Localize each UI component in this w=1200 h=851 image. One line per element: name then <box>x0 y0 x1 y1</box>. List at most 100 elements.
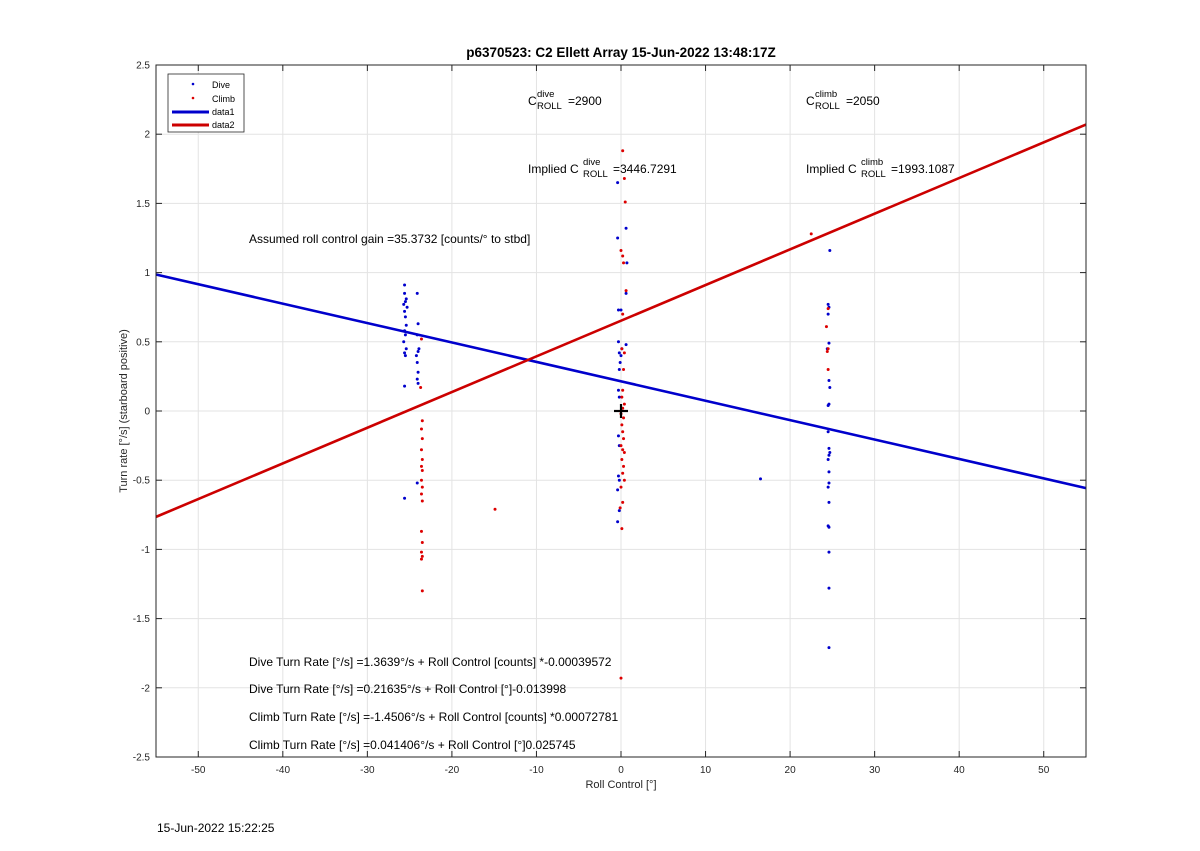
point-dive <box>826 312 830 316</box>
point-climb <box>619 444 623 448</box>
point-dive <box>827 646 831 650</box>
point-climb <box>623 200 627 204</box>
implied-climb-sub: ROLL <box>861 169 886 180</box>
point-dive <box>827 525 831 529</box>
point-climb <box>420 469 424 473</box>
point-climb <box>620 457 624 461</box>
point-climb <box>809 232 813 236</box>
point-climb <box>420 419 424 423</box>
y-tick-label: -1.5 <box>133 614 151 625</box>
point-dive <box>616 181 620 185</box>
point-climb <box>826 367 830 371</box>
point-climb <box>619 248 623 252</box>
fit-line-data2 <box>155 123 1087 519</box>
point-dive <box>402 340 406 344</box>
point-dive <box>827 470 831 474</box>
point-climb <box>419 337 423 341</box>
point-dive <box>827 341 831 345</box>
c-roll-dive-sup: dive <box>537 89 554 100</box>
x-tick-label: -20 <box>445 765 460 776</box>
y-axis-ticks: 2.5 2 1.5 1 0.5 0 -0.5 -1 -1.5 -2 -2.5 <box>133 61 1086 764</box>
implied-dive-sub: ROLL <box>583 169 608 180</box>
point-climb <box>619 485 623 489</box>
point-climb <box>621 448 625 452</box>
point-dive <box>415 333 419 337</box>
point-climb <box>620 347 624 351</box>
implied-climb-value: =1993.1087 <box>891 162 955 176</box>
c-roll-climb-value: =2050 <box>846 94 880 108</box>
point-dive <box>827 550 831 554</box>
point-dive <box>826 403 830 407</box>
point-dive <box>624 226 628 230</box>
c-roll-dive-sub: ROLL <box>537 101 562 112</box>
point-dive <box>404 297 408 301</box>
point-climb <box>621 149 625 153</box>
point-climb <box>618 506 622 510</box>
point-dive <box>616 488 620 492</box>
legend: Dive Climb data1 data2 <box>167 73 245 133</box>
implied-dive-prefix: Implied C <box>528 162 579 176</box>
x-tick-label: -30 <box>360 765 375 776</box>
point-climb <box>826 307 830 311</box>
point-dive <box>759 477 762 481</box>
implied-climb-sup: climb <box>861 157 883 168</box>
point-climb <box>825 349 829 353</box>
point-climb <box>622 437 626 441</box>
point-dive <box>403 329 407 333</box>
point-dive <box>624 343 628 347</box>
point-dive <box>616 236 620 240</box>
point-climb <box>420 554 424 558</box>
point-dive <box>827 379 831 383</box>
point-climb <box>826 347 830 351</box>
point-dive <box>827 453 831 457</box>
y-tick-label: 0 <box>144 407 150 418</box>
y-tick-label: 0.5 <box>136 337 150 348</box>
point-climb <box>420 540 424 544</box>
legend-dive-label: Dive <box>212 80 230 90</box>
point-dive <box>616 520 620 524</box>
point-dive <box>826 302 830 306</box>
x-tick-label: 30 <box>869 765 881 776</box>
point-climb <box>622 416 626 420</box>
point-dive <box>619 354 623 358</box>
point-climb <box>624 289 628 293</box>
point-climb <box>824 325 828 329</box>
point-climb <box>621 312 625 316</box>
point-dive <box>415 361 419 365</box>
annotation-c-roll-climb: C climb ROLL =2050 <box>806 89 880 112</box>
y-tick-label: -2.5 <box>133 753 151 764</box>
x-tick-label: 40 <box>954 765 966 776</box>
c-roll-climb-sub: ROLL <box>815 101 840 112</box>
point-climb <box>621 430 625 434</box>
point-dive <box>826 457 830 461</box>
c-roll-dive-prefix: C <box>528 94 537 108</box>
x-tick-label: -40 <box>276 765 291 776</box>
legend-climb-swatch <box>191 96 195 100</box>
roll-gain-annotation: Assumed roll control gain =35.3732 [coun… <box>249 232 530 246</box>
point-dive <box>403 333 407 337</box>
point-climb <box>622 451 626 455</box>
point-dive <box>403 351 407 355</box>
point-dive <box>414 354 418 358</box>
point-dive <box>416 381 420 385</box>
point-climb <box>419 492 423 496</box>
legend-dive-swatch <box>191 82 195 86</box>
point-climb <box>621 254 625 258</box>
point-dive <box>616 340 620 344</box>
point-dive <box>616 434 620 438</box>
point-climb <box>622 464 626 468</box>
y-tick-label: -0.5 <box>133 476 151 487</box>
x-tick-label: -10 <box>529 765 544 776</box>
x-tick-label: -50 <box>191 765 206 776</box>
point-climb <box>420 437 424 441</box>
point-climb <box>622 478 626 482</box>
y-tick-label: 2 <box>144 130 150 141</box>
point-dive <box>827 481 831 485</box>
point-climb <box>419 529 423 533</box>
fit-line-data1 <box>155 273 1087 490</box>
point-dive <box>826 430 830 434</box>
point-climb <box>621 500 625 504</box>
point-climb <box>622 176 626 180</box>
point-dive <box>415 481 419 485</box>
point-dive <box>617 367 621 371</box>
